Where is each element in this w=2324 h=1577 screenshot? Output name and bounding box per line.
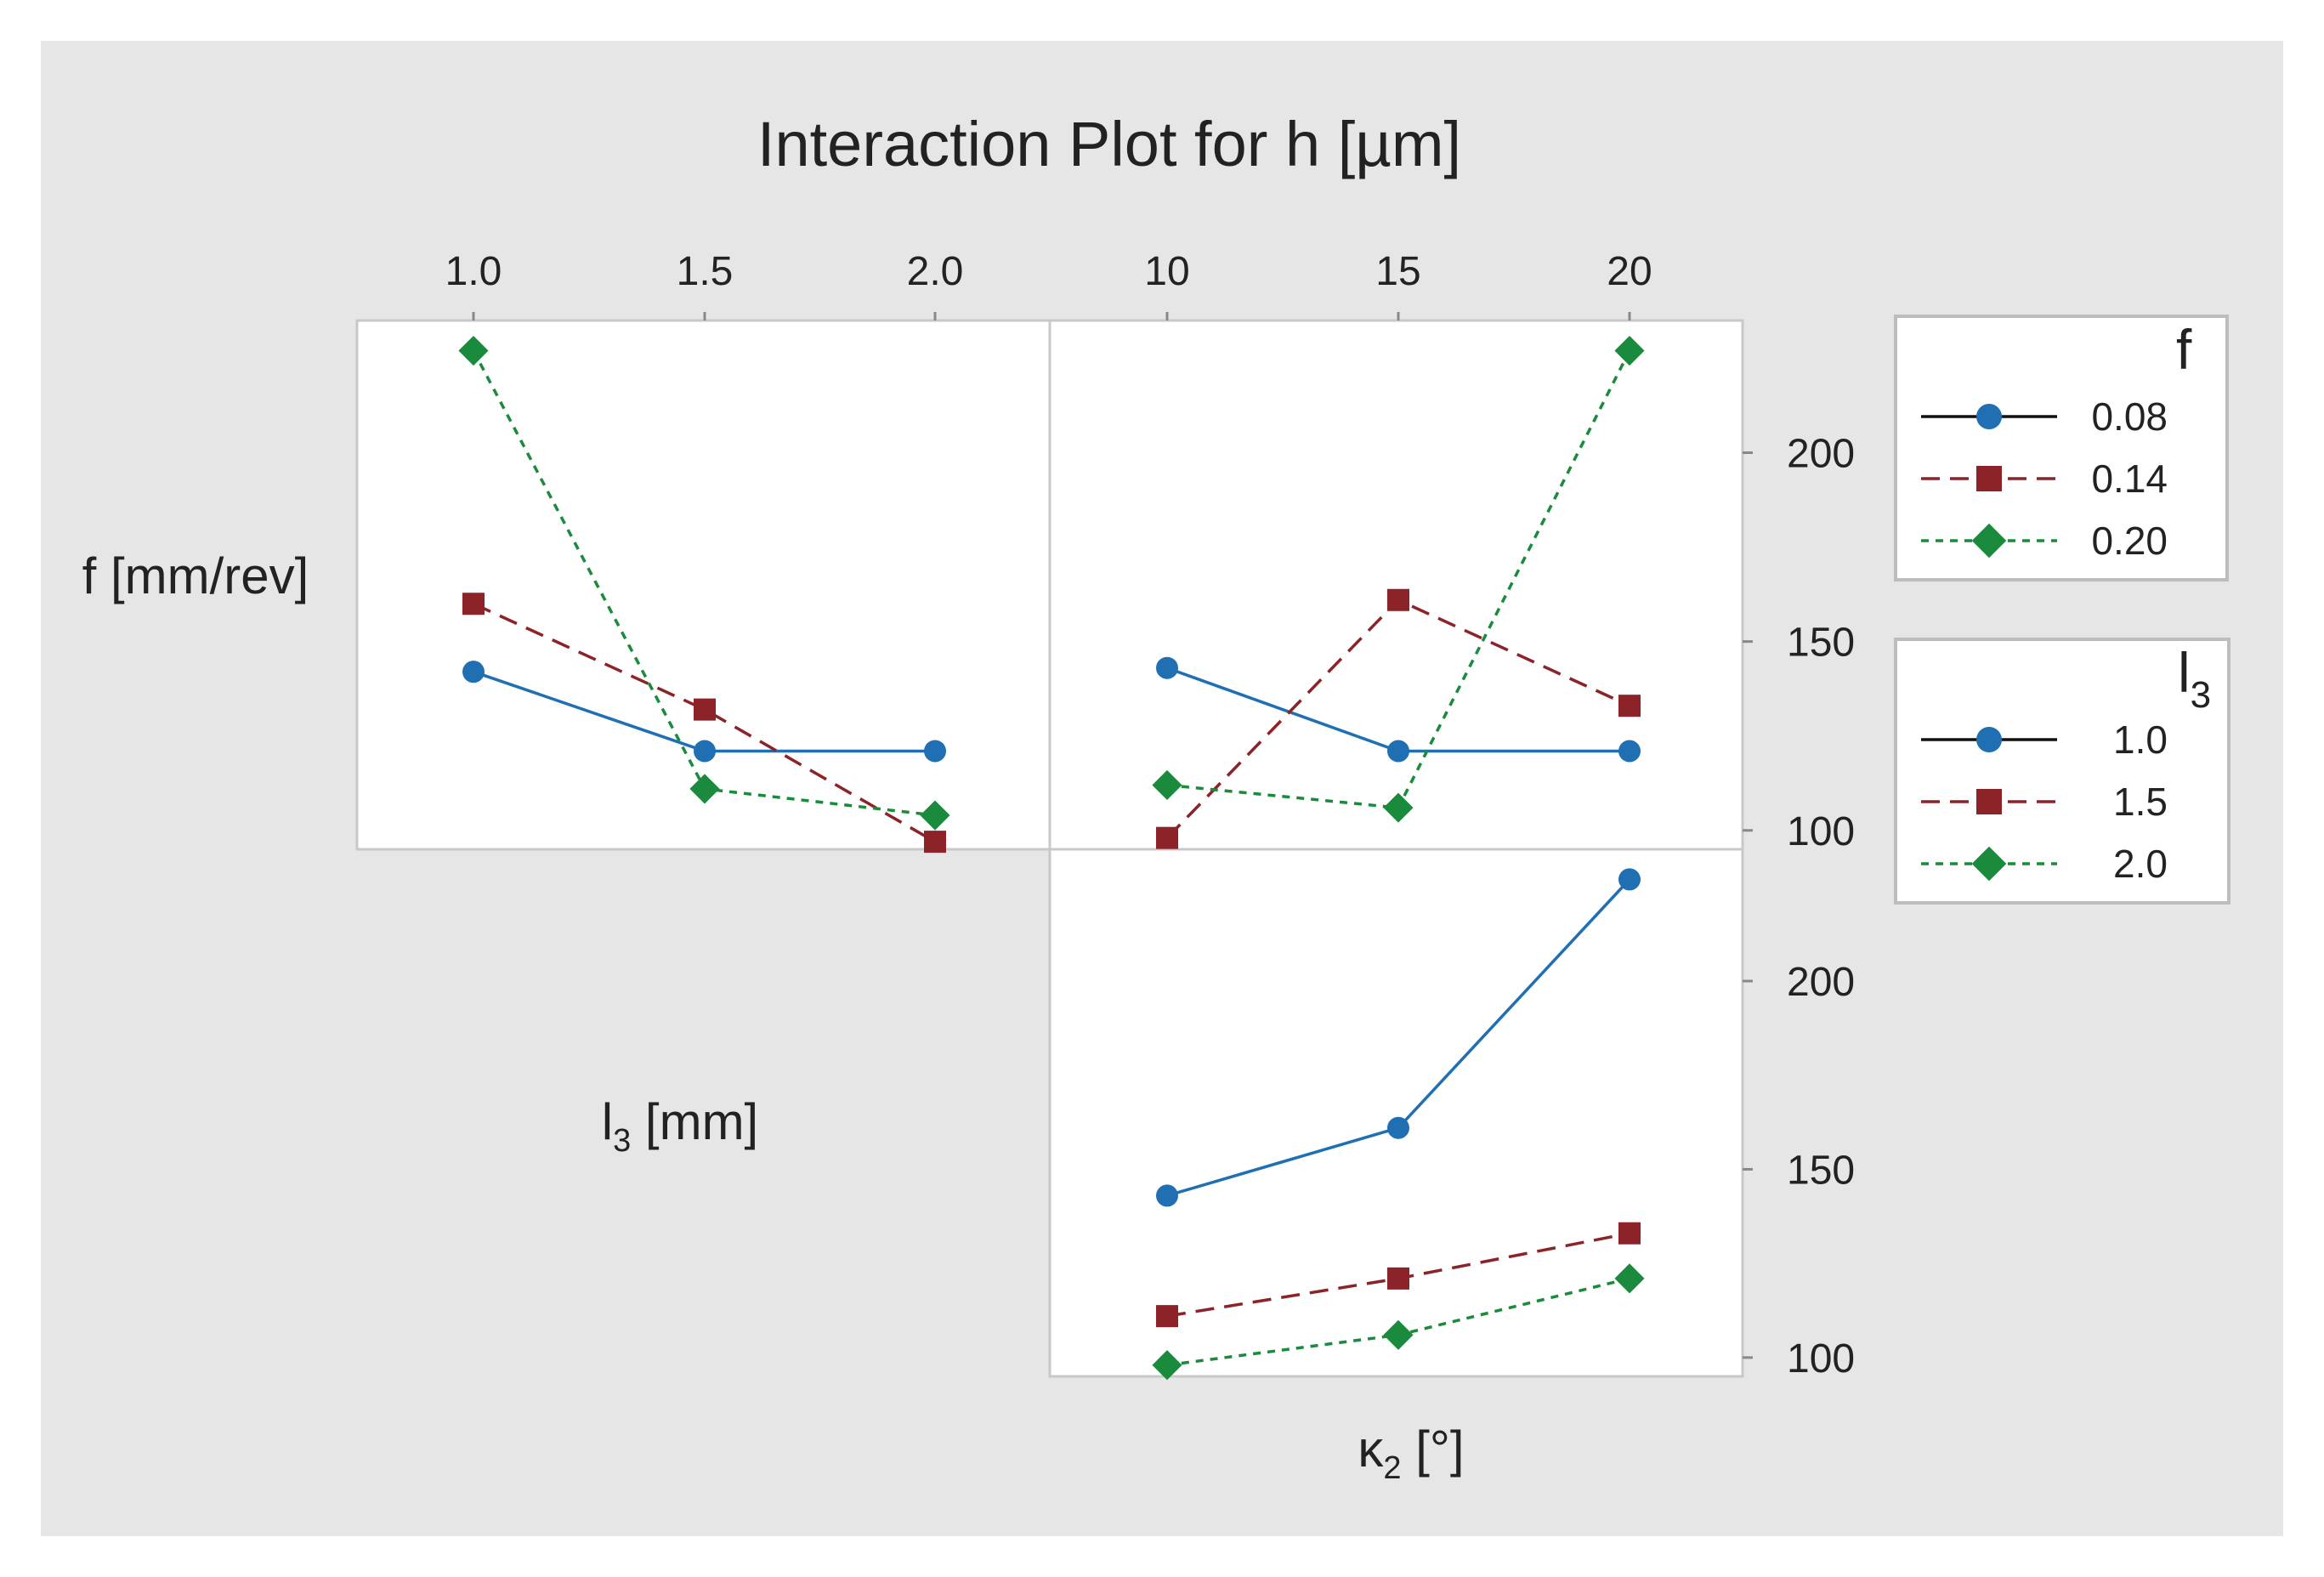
legend-label-0-0: 0.08 [2091, 394, 2168, 439]
data-point-top-right-2-1 [1383, 792, 1414, 823]
data-point-top-left-1-2 [924, 831, 946, 854]
data-point-bottom-right-0-1 [1387, 1116, 1409, 1139]
legend-label-1-0: 1.0 [2113, 718, 2168, 762]
panel-bottom-right [1048, 848, 1744, 1378]
data-point-bottom-right-2-1 [1383, 1319, 1414, 1350]
legend-marker-1-2 [1971, 846, 2007, 882]
x-tick-label-top-right: 10 [1144, 249, 1189, 294]
data-point-bottom-right-2-0 [1152, 1350, 1182, 1381]
legend-marker-1-1 [1976, 789, 2002, 814]
kappa-label-main: κ [1358, 1421, 1384, 1478]
data-point-top-right-1-2 [1618, 695, 1641, 718]
data-point-top-left-2-1 [689, 774, 720, 804]
legend-title-1: l3 [2178, 641, 2211, 716]
legend-title-0: f [2176, 318, 2192, 381]
l3-label-unit: [mm] [631, 1093, 758, 1150]
data-point-bottom-right-1-0 [1156, 1305, 1178, 1328]
data-point-bottom-right-1-1 [1387, 1267, 1409, 1290]
plot-layer: 1.0 1.5 2.0 10 15 20 100 150 200 100 150 200 [445, 249, 1855, 1381]
data-point-top-right-1-0 [1156, 826, 1178, 849]
legend-label-1-2: 2.0 [2113, 842, 2168, 886]
kappa-label-sub: 2 [1383, 1450, 1401, 1486]
legend-box-1 [1894, 638, 2230, 905]
data-point-bottom-right-1-2 [1618, 1222, 1641, 1245]
legend-title-main-0: f [2176, 318, 2192, 381]
y-tick-label-top-right: 150 [1787, 621, 1855, 666]
data-point-top-left-1-0 [462, 593, 485, 615]
y-tick-label-bottom-right: 150 [1787, 1148, 1855, 1193]
data-point-top-right-0-2 [1618, 740, 1641, 763]
data-point-bottom-right-0-0 [1156, 1184, 1178, 1207]
row-label-f: f [mm/rev] [82, 547, 309, 604]
x-tick-label-top-left: 1.0 [445, 249, 502, 294]
legend-label-1-1: 1.5 [2113, 780, 2168, 824]
data-point-top-right-1-1 [1387, 588, 1409, 611]
legend-title-main-1: l [2178, 641, 2191, 704]
legend-label-0-2: 0.20 [2091, 519, 2168, 563]
row-label-l3: l3 [mm] [602, 1093, 758, 1159]
data-point-bottom-right-0-2 [1618, 868, 1641, 891]
panel-top-left [355, 319, 1051, 851]
x-tick-label-top-left: 2.0 [907, 249, 964, 294]
data-point-top-right-0-0 [1156, 656, 1178, 679]
legend-box-0 [1894, 315, 2229, 581]
data-point-top-left-0-2 [924, 740, 946, 763]
data-point-top-left-0-1 [694, 740, 716, 763]
data-point-top-left-0-0 [462, 661, 485, 684]
legend-marker-0-0 [1976, 404, 2002, 429]
data-point-top-right-2-0 [1152, 769, 1182, 801]
data-point-top-right-0-1 [1387, 740, 1409, 763]
x-tick-label-top-left: 1.5 [677, 249, 734, 294]
kappa-label-unit: [°] [1402, 1421, 1465, 1478]
legend-label-0-1: 0.14 [2091, 457, 2168, 501]
legend-title-sub-1: 3 [2191, 674, 2211, 716]
legend-marker-0-1 [1976, 466, 2002, 491]
x-tick-label-top-right: 20 [1607, 249, 1652, 294]
data-point-top-left-1-1 [694, 698, 716, 721]
data-point-top-left-2-0 [458, 335, 489, 366]
x-label-kappa2: κ2 [°] [1358, 1421, 1464, 1486]
data-point-bottom-right-2-2 [1614, 1263, 1645, 1294]
y-tick-label-top-right: 200 [1787, 432, 1855, 477]
data-point-top-right-2-2 [1614, 335, 1645, 366]
x-tick-label-top-right: 15 [1375, 249, 1420, 294]
legend-marker-0-2 [1971, 523, 2007, 559]
l3-label-sub: 3 [613, 1123, 631, 1159]
y-tick-label-bottom-right: 200 [1787, 960, 1855, 1005]
y-tick-label-bottom-right: 100 [1787, 1336, 1855, 1381]
chart-title: Interaction Plot for h [µm] [757, 109, 1461, 179]
data-point-top-left-2-2 [920, 800, 950, 831]
y-tick-label-top-right: 100 [1787, 809, 1855, 854]
legend-marker-1-0 [1976, 727, 2002, 752]
l3-label-main: l [602, 1093, 613, 1150]
panel-top-right [1048, 319, 1744, 851]
